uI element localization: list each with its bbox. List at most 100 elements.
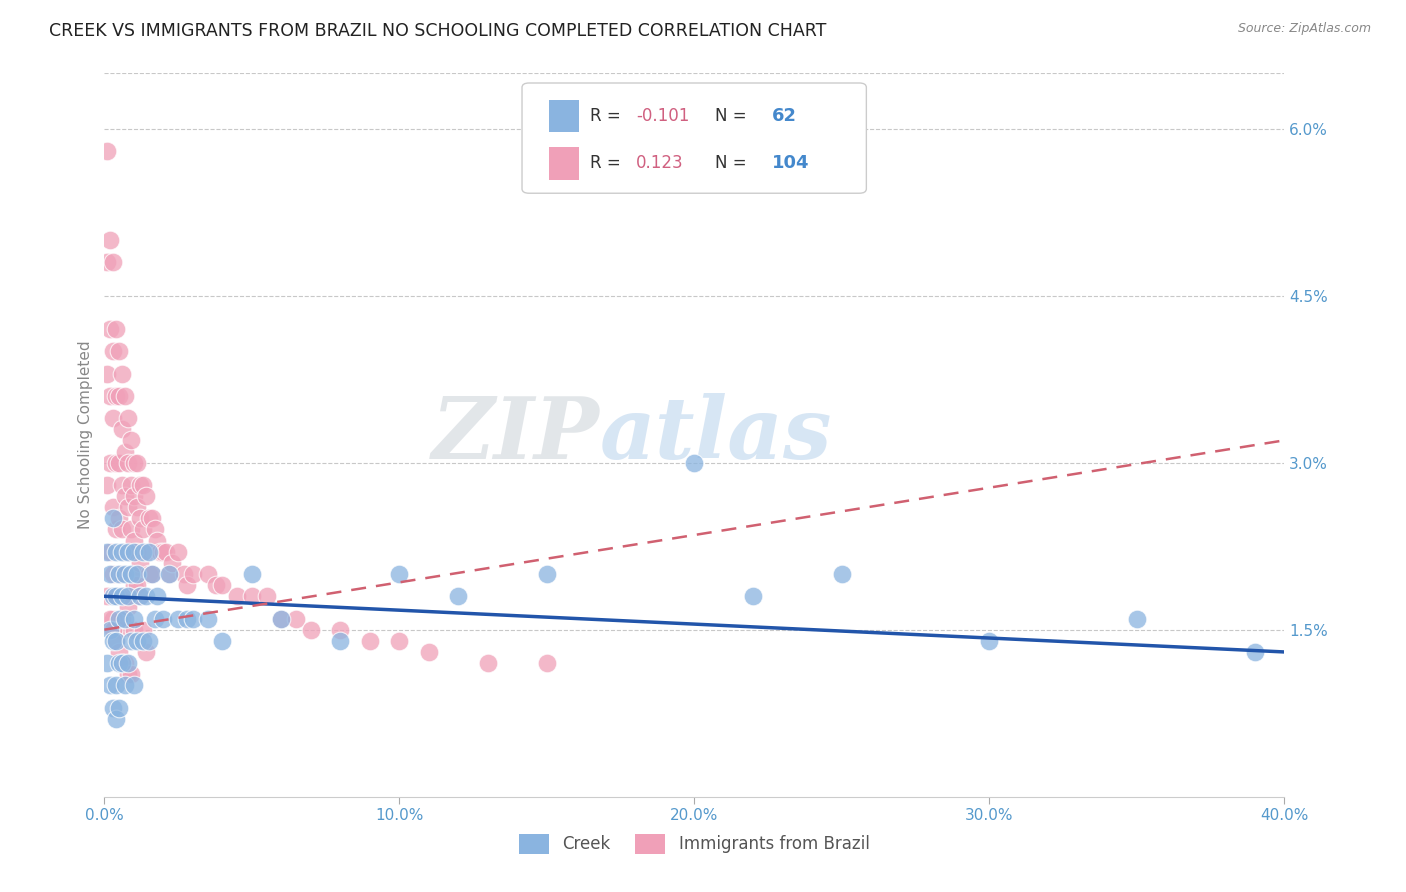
Point [103,589,125,603]
Point [536,566,558,581]
Point [536,656,558,670]
Point [176,578,198,592]
Point [98,623,121,637]
Point [117,600,139,615]
Point [122,678,145,692]
Point [122,545,145,559]
Point [105,322,128,336]
Point [103,255,125,269]
Point [114,656,136,670]
Point [181,566,204,581]
Point [128,589,150,603]
Point [114,444,136,458]
Point [96,144,118,158]
Point [138,566,160,581]
Point [132,523,155,537]
Point [114,489,136,503]
Point [143,611,166,625]
Point [831,566,853,581]
Point [155,545,177,559]
Point [108,700,131,714]
Point [132,478,155,492]
Point [122,623,145,637]
Point [111,656,134,670]
Point [105,589,128,603]
Point [205,578,228,592]
Point [114,545,136,559]
Point [125,633,148,648]
Point [132,633,155,648]
Point [211,578,233,592]
Point [120,478,142,492]
Point [141,566,163,581]
Point [111,656,134,670]
Point [128,589,150,603]
Point [120,566,142,581]
Point [125,545,148,559]
Point [111,589,134,603]
Point [125,456,148,470]
Point [120,523,142,537]
Point [96,478,118,492]
Point [299,623,322,637]
Point [359,633,381,648]
Point [111,478,134,492]
Point [98,322,121,336]
Point [122,611,145,625]
Point [105,633,128,648]
Text: atlas: atlas [600,393,832,476]
Point [160,556,183,570]
Point [742,589,765,603]
Point [98,566,121,581]
Point [285,611,308,625]
Point [447,589,470,603]
Y-axis label: No Schooling Completed: No Schooling Completed [79,341,93,529]
Point [128,478,150,492]
Point [98,456,121,470]
Text: ZIP: ZIP [432,393,600,476]
Point [103,623,125,637]
Point [98,233,121,247]
Point [103,411,125,425]
Point [226,589,249,603]
Point [105,456,128,470]
Point [105,523,128,537]
Point [197,566,219,581]
Point [108,566,131,581]
Point [141,511,163,525]
Point [105,678,128,692]
Point [146,533,169,548]
Point [240,566,263,581]
Point [120,434,142,448]
Point [135,589,157,603]
Point [98,545,121,559]
Point [143,523,166,537]
Point [98,678,121,692]
Point [114,678,136,692]
Point [105,389,128,403]
Point [103,566,125,581]
Point [108,645,131,659]
Point [103,611,125,625]
Point [135,645,157,659]
Point [103,511,125,525]
Point [108,623,131,637]
Point [120,633,142,648]
Point [211,633,233,648]
Point [122,456,145,470]
Point [96,656,118,670]
Point [683,456,706,470]
Point [105,633,128,648]
Point [181,611,204,625]
Point [122,533,145,548]
Point [105,712,128,726]
Point [117,411,139,425]
Point [108,344,131,359]
Text: N =: N = [716,107,747,125]
Point [477,656,499,670]
Point [117,589,139,603]
Point [111,545,134,559]
Point [108,566,131,581]
Point [167,545,190,559]
Point [256,589,278,603]
